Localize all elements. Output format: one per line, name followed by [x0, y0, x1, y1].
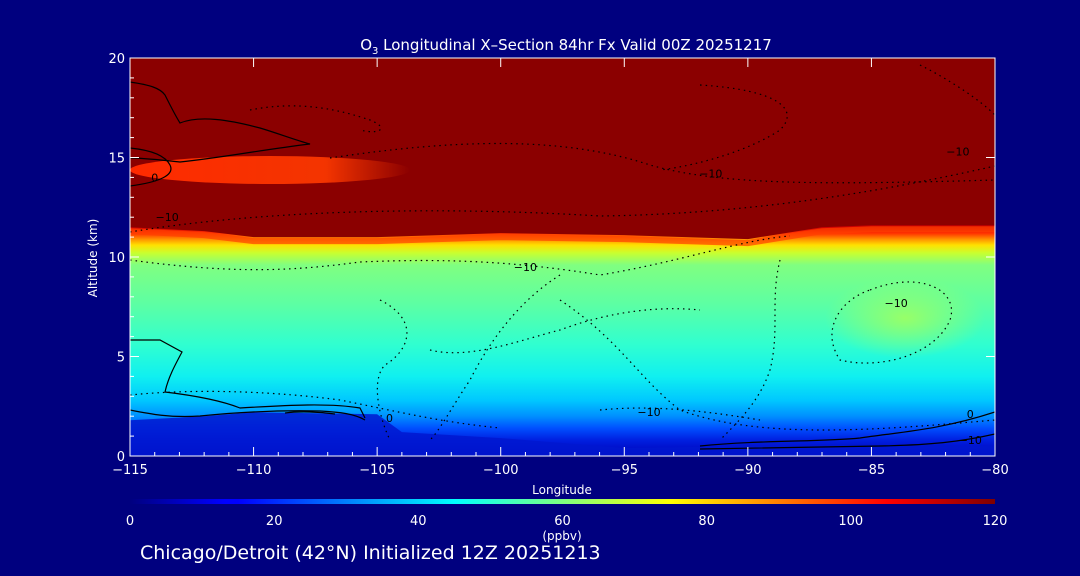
plot-area: −10 0 −10 −10 −10 −10 0 −10 0 −10 — [130, 58, 995, 456]
x-axis: −115 −110 −105 −100 −95 −90 −85 −80 — [112, 58, 1009, 478]
title-prefix: O — [360, 36, 372, 54]
x-tick-label: −95 — [611, 463, 638, 478]
dotted-contour-9 — [719, 259, 781, 441]
colorbar-tick-label: 20 — [266, 514, 283, 529]
contour-label: −10 — [699, 167, 722, 180]
title-subscript: 3 — [372, 46, 378, 57]
contour-label: −10 — [946, 146, 969, 159]
colorbar-ticks: 0 20 40 60 80 100 120 — [126, 514, 1008, 529]
solid-contour-low-3 — [284, 411, 336, 415]
x-tick-label: −80 — [981, 463, 1008, 478]
dotted-contour-8 — [429, 308, 701, 354]
contour-label: −10 — [959, 434, 982, 447]
chart-title: O3 Longitudinal X–Section 84hr Fx Valid … — [360, 36, 772, 57]
solid-contour-low-right — [699, 411, 995, 447]
colorbar-tick-label: 120 — [983, 514, 1008, 529]
title-rest: Longitudinal X–Section 84hr Fx Valid 00Z… — [378, 36, 771, 54]
solid-contour-top — [130, 81, 311, 163]
contour-label: 0 — [151, 171, 158, 184]
y-tick-label: 20 — [108, 52, 125, 67]
y-tick-label: 10 — [108, 251, 125, 266]
stratospheric-ozone-region — [130, 58, 995, 240]
dotted-contour-14 — [919, 64, 995, 116]
solid-contour-low-2 — [130, 409, 366, 421]
contour-label: 0 — [967, 408, 974, 421]
contour-label: −10 — [155, 211, 178, 224]
colorbar-tick-label: 100 — [838, 514, 863, 529]
dotted-contour-10 — [130, 390, 501, 429]
contour-label: 0 — [386, 412, 393, 425]
x-tick-label: −110 — [236, 463, 272, 478]
x-tick-label: −105 — [359, 463, 395, 478]
solid-contour-top-2 — [130, 147, 172, 187]
colorbar-gradient — [130, 499, 995, 504]
x-tick-label: −100 — [483, 463, 519, 478]
upper-ozone-streak — [130, 156, 410, 184]
dotted-contour-2 — [329, 142, 995, 184]
y-tick-label: 15 — [108, 152, 125, 167]
solid-contour-low-left — [130, 339, 366, 419]
colorbar-tick-label: 80 — [698, 514, 715, 529]
colorbar-units-label: (ppbv) — [542, 529, 581, 543]
y-tick-label: 5 — [117, 351, 125, 366]
contour-label: −10 — [637, 406, 660, 419]
tropopause-transition-band — [130, 226, 995, 247]
colorbar-tick-label: 60 — [554, 514, 571, 529]
dotted-contour-6 — [376, 299, 408, 441]
x-tick-label: −115 — [112, 463, 148, 478]
y-tick-label: 0 — [117, 450, 125, 465]
colorbar: 0 20 40 60 80 100 120 (ppbv) — [126, 499, 1008, 543]
x-tick-label: −90 — [734, 463, 761, 478]
colorbar-tick-label: 0 — [126, 514, 134, 529]
x-tick-label: −85 — [858, 463, 885, 478]
contour-labels: −10 0 −10 −10 −10 −10 0 −10 0 −10 — [151, 146, 982, 448]
location-init-subtitle: Chicago/Detroit (42°N) Initialized 12Z 2… — [140, 542, 601, 564]
midlevel-ozone-bulge — [825, 278, 985, 358]
y-axis-label: Altitude (km) — [86, 219, 100, 298]
dotted-contour-11 — [599, 407, 761, 421]
solid-contour-low-right-2 — [699, 433, 995, 450]
y-axis: 0 5 10 15 20 — [108, 52, 995, 465]
boundary-layer-region — [130, 412, 995, 456]
colorbar-tick-label: 40 — [410, 514, 427, 529]
dotted-contours — [130, 64, 995, 441]
x-axis-label: Longitude — [532, 483, 592, 497]
contour-label: −10 — [514, 261, 537, 274]
contour-label: −10 — [884, 297, 907, 310]
solid-contours — [130, 81, 995, 450]
